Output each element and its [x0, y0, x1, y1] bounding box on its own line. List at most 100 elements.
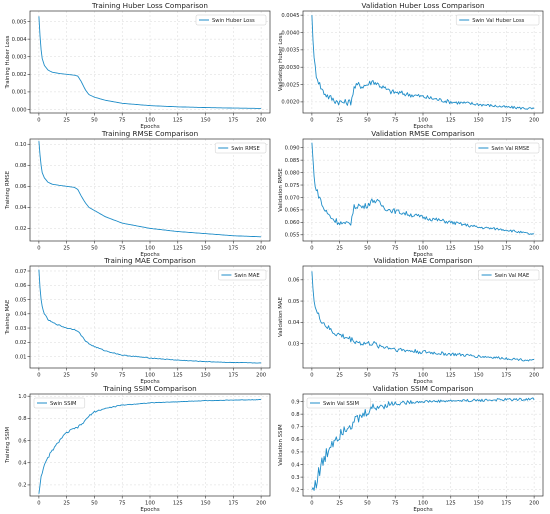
- x-tick-label: 125: [446, 373, 456, 379]
- x-tick-label: 25: [336, 118, 343, 124]
- y-tick-label: 0.03: [288, 341, 300, 347]
- y-tick-label: 0.6: [291, 437, 299, 443]
- x-tick-label: 0: [37, 373, 40, 379]
- y-tick-label: 0.2: [18, 483, 26, 489]
- y-tick-label: 0.08: [15, 163, 27, 169]
- series-line: [38, 16, 262, 109]
- x-tick-label: 0: [37, 246, 40, 252]
- y-tick-label: 0.0045: [281, 13, 299, 19]
- y-tick-label: 0.04: [288, 320, 300, 326]
- x-tick-label: 175: [501, 373, 511, 379]
- x-tick-label: 200: [529, 246, 539, 252]
- axes-frame: [29, 265, 271, 369]
- x-tick-label: 150: [474, 118, 484, 124]
- legend-label: Swin MAE: [234, 273, 259, 279]
- y-tick-label: 0.085: [285, 158, 300, 164]
- y-tick-label: 0.4: [18, 461, 27, 467]
- x-tick-label: 175: [228, 501, 238, 507]
- y-tick-label: 0.4: [291, 462, 300, 468]
- subplot-1: Training Huber Loss Comparison 0 25 50 75 100…: [5, 1, 271, 130]
- series-line: [38, 141, 262, 238]
- legend-box: [218, 269, 267, 281]
- x-tick-label: 75: [392, 118, 399, 124]
- x-tick-label: 25: [63, 246, 70, 252]
- y-tick-label: 0.06: [288, 278, 300, 284]
- y-tick-label: 0.0030: [281, 65, 299, 71]
- y-axis-label: Validation Huber Loss: [278, 33, 284, 91]
- y-tick-label: 0.002: [12, 72, 27, 78]
- x-tick-label: 200: [529, 373, 539, 379]
- x-tick-label: 125: [173, 501, 183, 507]
- x-tick-label: 0: [310, 246, 313, 252]
- chart-title: Training Huber Loss Comparison: [91, 1, 208, 10]
- x-tick-label: 150: [201, 373, 211, 379]
- y-tick-label: 0.055: [285, 233, 300, 239]
- chart-title: Validation MAE Comparison: [374, 256, 473, 265]
- x-axis-label: Epochs: [413, 252, 433, 258]
- y-tick-label: 0.7: [291, 425, 299, 431]
- x-axis-label: Epochs: [413, 379, 433, 385]
- subplot-2: Validation Huber Loss Comparison 0 25 50 75 1…: [278, 1, 544, 130]
- x-tick-label: 25: [63, 373, 70, 379]
- subplot-6: Validation MAE Comparison 0 25 50 75 100 125 15…: [278, 256, 544, 385]
- x-tick-label: 75: [392, 373, 399, 379]
- x-tick-label: 75: [392, 246, 399, 252]
- legend-box: [306, 397, 371, 409]
- y-tick-label: 0.0025: [281, 82, 299, 88]
- x-tick-label: 100: [418, 118, 428, 124]
- x-tick-label: 200: [256, 501, 266, 507]
- legend-label: Swin Val RMSE: [491, 146, 529, 152]
- y-tick-label: 0.0035: [281, 48, 299, 54]
- chart-title: Validation SSIM Comparison: [373, 384, 474, 393]
- legend: Swin Val Huber Loss: [455, 14, 540, 26]
- y-tick-label: 0.02: [15, 226, 27, 232]
- y-tick-label: 0.0040: [281, 30, 299, 36]
- x-tick-label: 150: [474, 501, 484, 507]
- axes-frame: [302, 138, 544, 242]
- x-tick-label: 125: [446, 501, 456, 507]
- axes-frame: [29, 393, 271, 497]
- x-tick-label: 0: [310, 501, 313, 507]
- x-tick-label: 25: [63, 501, 70, 507]
- y-tick-label: 0.03: [15, 326, 27, 332]
- y-tick-label: 0.9: [291, 399, 299, 405]
- x-tick-label: 125: [173, 373, 183, 379]
- x-tick-label: 125: [446, 246, 456, 252]
- x-tick-label: 100: [418, 246, 428, 252]
- x-tick-label: 100: [145, 373, 155, 379]
- x-tick-label: 200: [256, 118, 266, 124]
- x-tick-label: 25: [63, 118, 70, 124]
- x-tick-label: 100: [145, 501, 155, 507]
- axes-frame: [29, 138, 271, 242]
- y-tick-label: 0.075: [285, 183, 300, 189]
- y-tick-label: 0.02: [15, 340, 27, 346]
- y-tick-label: 0.8: [291, 412, 299, 418]
- x-tick-label: 125: [173, 118, 183, 124]
- y-tick-label: 0.6: [18, 438, 26, 444]
- legend-label: Swin SSIM: [50, 401, 77, 407]
- x-tick-label: 50: [364, 501, 371, 507]
- y-axis-label: Training MAE: [5, 299, 11, 335]
- legend: Swin SSIM: [33, 397, 86, 409]
- x-tick-label: 200: [529, 118, 539, 124]
- axes-frame: [302, 265, 544, 369]
- x-tick-label: 125: [446, 118, 456, 124]
- x-tick-label: 75: [392, 501, 399, 507]
- y-axis-label: Training RMSE: [5, 170, 11, 210]
- x-tick-label: 200: [256, 373, 266, 379]
- x-tick-label: 0: [37, 118, 40, 124]
- series-line: [311, 15, 535, 110]
- y-tick-label: 0.003: [12, 55, 27, 61]
- x-tick-label: 100: [418, 501, 428, 507]
- y-tick-label: 0.04: [15, 205, 27, 211]
- series-line: [38, 269, 262, 364]
- x-tick-label: 150: [201, 501, 211, 507]
- x-axis-label: Epochs: [413, 507, 433, 513]
- y-axis-label: Validation RMSE: [278, 168, 284, 212]
- subplot-8: Validation SSIM Comparison 0 25 50 75 100 125 1…: [278, 384, 544, 513]
- y-axis-label: Validation MAE: [278, 296, 284, 337]
- chart-title: Training RMSE Comparison: [101, 129, 198, 138]
- x-tick-label: 75: [119, 501, 126, 507]
- x-tick-label: 0: [310, 118, 313, 124]
